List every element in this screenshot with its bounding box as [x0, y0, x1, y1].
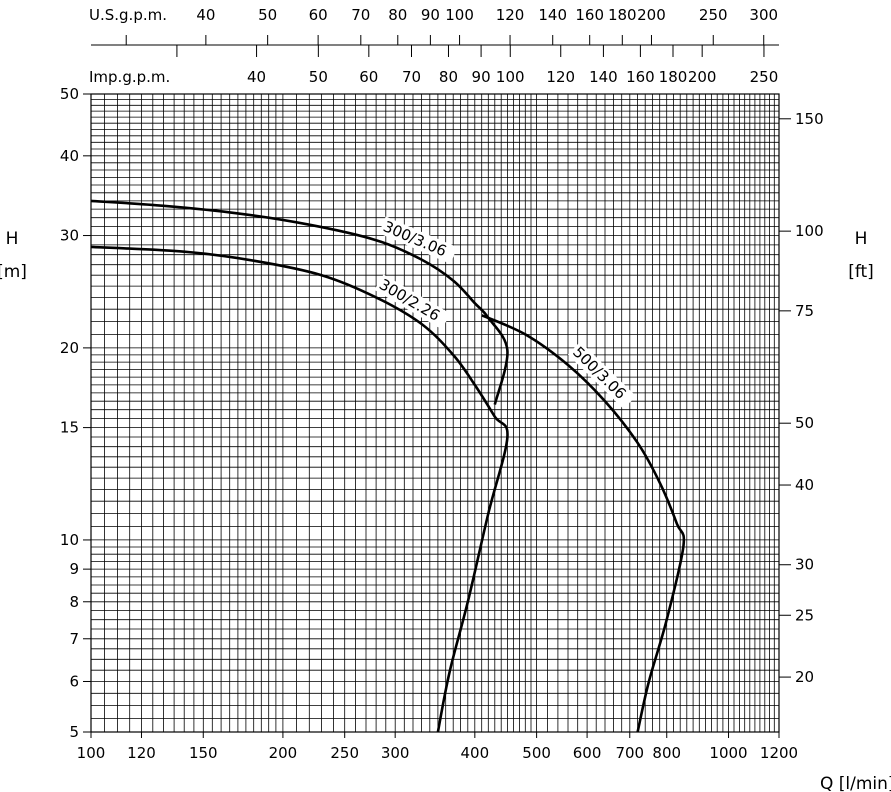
y-left-tick-label: 50	[60, 85, 79, 103]
curves	[90, 199, 686, 733]
y-left-tick-label: 10	[60, 531, 79, 549]
y-left-tick-label: 30	[60, 227, 79, 245]
plot-frame	[90, 93, 780, 733]
top-axis-us-gpm: 40 50 60 70 80 90 100 120 140 160 180 200 250 300	[91, 6, 779, 46]
y-left-tick-label: 15	[60, 419, 79, 437]
curve-label-bg	[378, 216, 458, 264]
top-us-tick-label: 200	[637, 6, 666, 24]
top-us-tick-label: 50	[258, 6, 277, 24]
x-tick-label: 800	[652, 744, 681, 762]
top-imp-tick-label: 90	[472, 68, 491, 86]
y-left-tick-label: 8	[69, 593, 79, 611]
y-right-tick-label: 25	[795, 606, 814, 624]
top-us-tick-label: 100	[445, 6, 474, 24]
y-right-tick-label: 150	[795, 110, 824, 128]
curve-label-bg	[374, 274, 451, 330]
top-imp-tick-label: 200	[688, 68, 717, 86]
x-tick-label: 1000	[709, 744, 747, 762]
x-axis: 100 120 150 200 250 300 400 500 600 700 800 1000 120…	[77, 732, 798, 762]
y-axis-right-unit: [ft]	[848, 262, 874, 282]
top-us-tick-label: 250	[699, 6, 728, 24]
y-right-tick-label: 20	[795, 668, 814, 686]
y-axis-left-unit: [m]	[0, 262, 27, 282]
top-us-tick-label: 40	[196, 6, 215, 24]
top-imp-tick-label: 40	[247, 68, 266, 86]
top-imp-tick-label: 250	[750, 68, 779, 86]
y-axis-right-label: H	[855, 229, 868, 249]
curve-300-3-06	[90, 199, 509, 405]
y-right-tick-label: 40	[795, 476, 814, 494]
top-imp-tick-label: 120	[546, 68, 575, 86]
top-us-tick-label: 70	[351, 6, 370, 24]
y-right-tick-label: 100	[795, 222, 824, 240]
y-left-tick-label: 5	[69, 723, 79, 741]
curve-500-3-06	[481, 314, 686, 733]
top-axis-us-label: U.S.g.p.m.	[89, 6, 167, 24]
y-right-tick-label: 30	[795, 556, 814, 574]
curve-label: 300/3.06	[381, 217, 450, 260]
y-axis-left-label: H	[6, 229, 19, 249]
top-imp-tick-label: 70	[402, 68, 421, 86]
curve-300-2-26	[90, 245, 509, 733]
x-tick-label: 150	[189, 744, 218, 762]
top-us-tick-label: 140	[538, 6, 567, 24]
y-right-tick-label: 75	[795, 302, 814, 320]
x-axis-label: Q [l/min]	[820, 774, 891, 792]
top-us-tick-label: 80	[388, 6, 407, 24]
x-tick-label: 600	[573, 744, 602, 762]
top-axis-imp-label: Imp.g.p.m.	[89, 68, 170, 86]
x-tick-label: 1200	[760, 744, 798, 762]
top-imp-tick-label: 180	[659, 68, 688, 86]
top-imp-tick-label: 100	[496, 68, 525, 86]
y-axis-left: 5 6 7 8 9 10 15 20 30 40 50	[60, 85, 91, 741]
x-tick-label: 120	[127, 744, 156, 762]
grid	[90, 93, 780, 733]
x-tick-label: 200	[269, 744, 298, 762]
top-us-tick-label: 120	[496, 6, 525, 24]
curve-label-bg	[567, 341, 637, 410]
x-tick-label: 250	[330, 744, 359, 762]
x-tick-label: 100	[77, 744, 106, 762]
top-imp-tick-label: 50	[309, 68, 328, 86]
top-imp-tick-label: 160	[626, 68, 655, 86]
y-left-tick-label: 40	[60, 147, 79, 165]
top-imp-tick-label: 80	[439, 68, 458, 86]
x-tick-label: 700	[615, 744, 644, 762]
top-imp-tick-label: 60	[359, 68, 378, 86]
top-us-tick-label: 300	[749, 6, 778, 24]
y-axis-right: 20 25 30 40 50 75 100 150	[779, 110, 824, 686]
top-us-tick-label: 180	[608, 6, 637, 24]
y-left-tick-label: 6	[69, 672, 79, 690]
top-us-tick-label: 90	[421, 6, 440, 24]
y-left-tick-label: 9	[69, 560, 79, 578]
y-right-tick-label: 50	[795, 414, 814, 432]
y-left-tick-label: 7	[69, 630, 79, 648]
x-tick-label: 500	[522, 744, 551, 762]
x-tick-label: 400	[461, 744, 490, 762]
top-us-tick-label: 160	[575, 6, 604, 24]
top-imp-tick-label: 140	[589, 68, 618, 86]
top-axis-imp-gpm: 40 50 60 70 80 90 100 120 140 160 180 200 250	[176, 45, 779, 86]
y-left-tick-label: 20	[60, 339, 79, 357]
top-us-tick-label: 60	[309, 6, 328, 24]
x-tick-label: 300	[381, 744, 410, 762]
